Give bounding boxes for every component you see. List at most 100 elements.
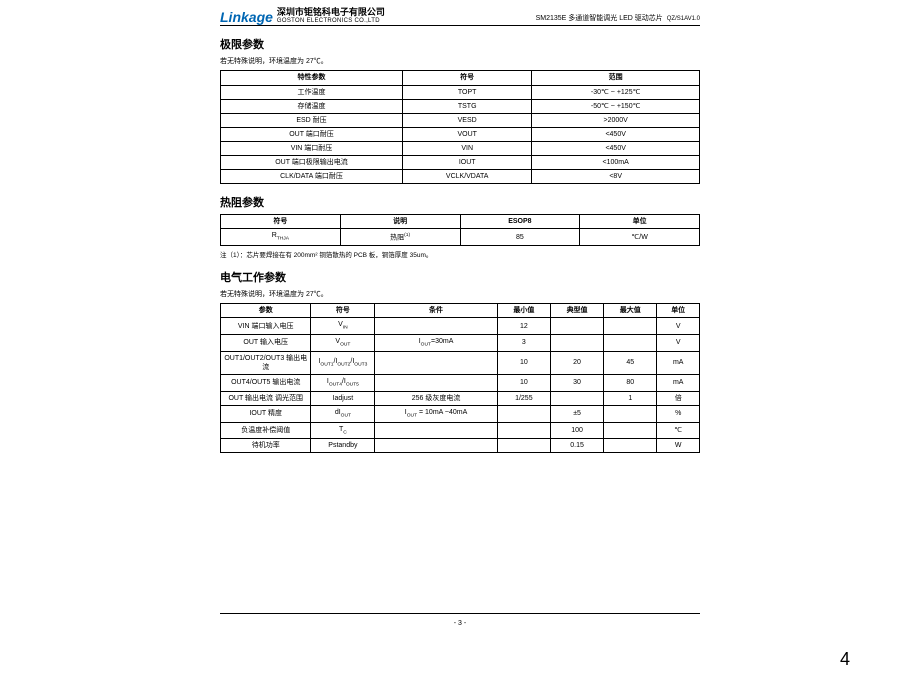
table-row: OUT 端口极限输出电流IOUT<100mA: [221, 156, 700, 170]
cell: IOUT = 10mA ~40mA: [375, 405, 497, 422]
th: 符号: [311, 304, 375, 318]
th: 条件: [375, 304, 497, 318]
cell: OUT 输入电压: [221, 334, 311, 351]
cell: 80: [604, 374, 657, 391]
table-row: IOUT 精度dIOUTIOUT = 10mA ~40mA±5%: [221, 405, 700, 422]
cell: [604, 439, 657, 453]
th: 单位: [657, 304, 700, 318]
cell: <8V: [532, 170, 700, 184]
cell: RTHJA: [221, 229, 341, 246]
cell: 热阻(1): [340, 229, 460, 246]
cell: [497, 422, 550, 439]
cell: VIN: [311, 318, 375, 335]
cell: 3: [497, 334, 550, 351]
cell: ESD 耐压: [221, 113, 403, 127]
th: 单位: [580, 215, 700, 229]
table-row: OUT 输入电压VOUTIOUT=30mA3 V: [221, 334, 700, 351]
cell: 待机功率: [221, 439, 311, 453]
product-title: SM2135E 多通道智能调光 LED 驱动芯片: [536, 15, 663, 22]
cell: 1/255: [497, 391, 550, 405]
th: ESOP8: [460, 215, 580, 229]
table-row: ESD 耐压VESD>2000V: [221, 113, 700, 127]
cell: [550, 334, 603, 351]
th: 参数: [221, 304, 311, 318]
cell: 1: [604, 391, 657, 405]
table-row: OUT1/OUT2/OUT3 输出电流IOUT1/IOUT2/IOUT31020…: [221, 351, 700, 374]
company-name-cn: 深圳市钜铭科电子有限公司: [277, 8, 385, 18]
cell: 20: [550, 351, 603, 374]
table-row: 待机功率Pstandby 0.15 W: [221, 439, 700, 453]
cell: -30℃ ~ +125℃: [532, 85, 700, 99]
page-number-corner: 4: [840, 649, 850, 670]
th: 符号: [221, 215, 341, 229]
section1-note: 若无特殊说明，环境温度为 27℃。: [220, 56, 700, 66]
table-row: RTHJA热阻(1)85℃/W: [221, 229, 700, 246]
cell: [604, 422, 657, 439]
th: 符号: [403, 71, 532, 85]
cell: V: [657, 334, 700, 351]
cell: <450V: [532, 141, 700, 155]
cell: VIN: [403, 141, 532, 155]
th: 范围: [532, 71, 700, 85]
table-row: CLK/DATA 端口耐压VCLK/VDATA<8V: [221, 170, 700, 184]
cell: 256 级灰度电流: [375, 391, 497, 405]
cell: V: [657, 318, 700, 335]
cell: 10: [497, 351, 550, 374]
cell: IOUT=30mA: [375, 334, 497, 351]
cell: >2000V: [532, 113, 700, 127]
cell: [604, 334, 657, 351]
table-row: OUT 输出电流 调光范围Iadjust256 级灰度电流1/2551倍: [221, 391, 700, 405]
cell: [604, 318, 657, 335]
cell: VIN 端口耐压: [221, 141, 403, 155]
page-number-center: - 3 -: [220, 620, 700, 627]
cell: W: [657, 439, 700, 453]
footer-rule: [220, 613, 700, 614]
cell: VESD: [403, 113, 532, 127]
cell: <450V: [532, 127, 700, 141]
company-name-en: GOSTON ELECTRONICS CO.,LTD: [277, 18, 385, 25]
cell: OUT1/OUT2/OUT3 输出电流: [221, 351, 311, 374]
cell: 0.15: [550, 439, 603, 453]
cell: 12: [497, 318, 550, 335]
table-row: VIN 端口输入电压VIN 12 V: [221, 318, 700, 335]
cell: ℃/W: [580, 229, 700, 246]
cell: mA: [657, 374, 700, 391]
document-header: Linkage 深圳市钜铭科电子有限公司 GOSTON ELECTRONICS …: [220, 8, 700, 26]
table-header-row: 参数 符号 条件 最小值 典型值 最大值 单位: [221, 304, 700, 318]
cell: VIN 端口输入电压: [221, 318, 311, 335]
cell: 30: [550, 374, 603, 391]
cell: 存储温度: [221, 99, 403, 113]
section1-title: 极限参数: [220, 36, 700, 52]
table-row: 存储温度TSTG-50℃ ~ +150℃: [221, 99, 700, 113]
header-left: Linkage 深圳市钜铭科电子有限公司 GOSTON ELECTRONICS …: [220, 8, 385, 24]
electrical-table: 参数 符号 条件 最小值 典型值 最大值 单位 VIN 端口输入电压VIN12V…: [220, 303, 700, 453]
table-row: 负温度补偿阈值TC100℃: [221, 422, 700, 439]
table-row: OUT 端口耐压VOUT<450V: [221, 127, 700, 141]
cell: [497, 405, 550, 422]
cell: OUT 输出电流 调光范围: [221, 391, 311, 405]
cell: IOUT 精度: [221, 405, 311, 422]
limits-table: 特性参数 符号 范围 工作温度TOPT-30℃ ~ +125℃存储温度TSTG-…: [220, 70, 700, 184]
cell: 45: [604, 351, 657, 374]
thermal-table: 符号 说明 ESOP8 单位 RTHJA热阻(1)85℃/W: [220, 214, 700, 246]
cell: OUT 端口极限输出电流: [221, 156, 403, 170]
cell: [375, 439, 497, 453]
cell: [604, 405, 657, 422]
logo: Linkage: [220, 10, 273, 24]
cell: 工作温度: [221, 85, 403, 99]
table-row: OUT4/OUT5 输出电流IOUT4/IOUT5103080mA: [221, 374, 700, 391]
th: 最大值: [604, 304, 657, 318]
th: 最小值: [497, 304, 550, 318]
cell: Pstandby: [311, 439, 375, 453]
doc-number: QZ/S1AV1.0: [667, 16, 700, 22]
cell: -50℃ ~ +150℃: [532, 99, 700, 113]
cell: OUT4/OUT5 输出电流: [221, 374, 311, 391]
cell: TOPT: [403, 85, 532, 99]
cell: ℃: [657, 422, 700, 439]
cell: IOUT: [403, 156, 532, 170]
cell: mA: [657, 351, 700, 374]
company-block: 深圳市钜铭科电子有限公司 GOSTON ELECTRONICS CO.,LTD: [277, 8, 385, 24]
cell: [375, 351, 497, 374]
cell: 倍: [657, 391, 700, 405]
cell: VOUT: [311, 334, 375, 351]
